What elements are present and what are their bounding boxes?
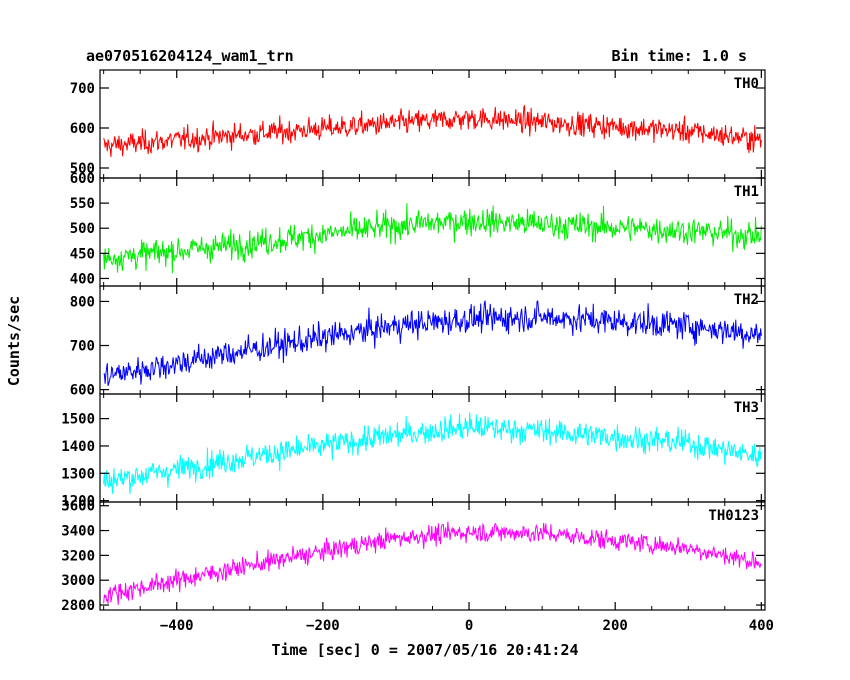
y-tick-label: 2800	[61, 598, 95, 614]
x-axis: −400 −200 0 200 400	[160, 618, 774, 634]
panel-label-th1: TH1	[734, 184, 759, 200]
panel-frame	[99, 393, 766, 503]
panel-th3: 1200 1300 1400 1500 TH3	[61, 393, 766, 510]
series-line-th3	[103, 412, 762, 495]
panel-frame	[99, 69, 766, 179]
chart-title: ae070516204124_wam1_trn	[86, 47, 294, 65]
panel-th0123: 2800 3000 3200 3400 3600 TH0123	[61, 499, 766, 614]
panel-label-th3: TH3	[734, 400, 759, 416]
panel-label-th2: TH2	[734, 292, 759, 308]
bin-time-label: Bin time: 1.0 s	[612, 47, 747, 65]
y-tick-label: 600	[70, 383, 95, 399]
y-tick-label: 1500	[61, 412, 95, 428]
panel-frame	[99, 285, 766, 395]
y-tick-label: 600	[70, 121, 95, 137]
panel-label-th0: TH0	[734, 76, 759, 92]
y-tick-label: 400	[70, 271, 95, 287]
y-tick-label: 500	[70, 221, 95, 237]
y-tick-label: 3000	[61, 573, 95, 589]
y-tick-label: 3200	[61, 548, 95, 564]
x-tick-label: 400	[749, 618, 774, 634]
panel-th0: 500 600 700 TH0	[70, 69, 766, 179]
panel-th2: 600 700 800 TH2	[70, 285, 766, 399]
series-line-th0123	[103, 521, 762, 605]
y-tick-label: 450	[70, 246, 95, 262]
y-tick-label: 700	[70, 339, 95, 355]
x-tick-label: 0	[465, 618, 473, 634]
panel-label-th0123: TH0123	[708, 508, 759, 524]
x-tick-label: −200	[306, 618, 340, 634]
series-line-th0	[103, 104, 762, 158]
y-tick-label: 1200	[61, 494, 95, 510]
y-tick-label: 1400	[61, 439, 95, 455]
x-axis-title: Time [sec] 0 = 2007/05/16 20:41:24	[271, 641, 578, 659]
y-tick-label: 550	[70, 196, 95, 212]
panel-th1: 400 450 500 550 600 TH1	[70, 171, 766, 287]
y-tick-label: 700	[70, 81, 95, 97]
series-line-th1	[103, 203, 762, 274]
y-tick-label: 3600	[61, 499, 95, 515]
series-line-th2	[103, 300, 762, 387]
y-tick-label: 3400	[61, 524, 95, 540]
x-tick-label: 200	[603, 618, 628, 634]
y-tick-label: 600	[70, 171, 95, 187]
panel-frame	[99, 501, 766, 611]
y-tick-label: 500	[70, 161, 95, 177]
x-tick-label: −400	[160, 618, 194, 634]
y-tick-label: 1300	[61, 466, 95, 482]
y-axis-title: Counts/sec	[5, 296, 23, 386]
y-tick-label: 800	[70, 294, 95, 310]
